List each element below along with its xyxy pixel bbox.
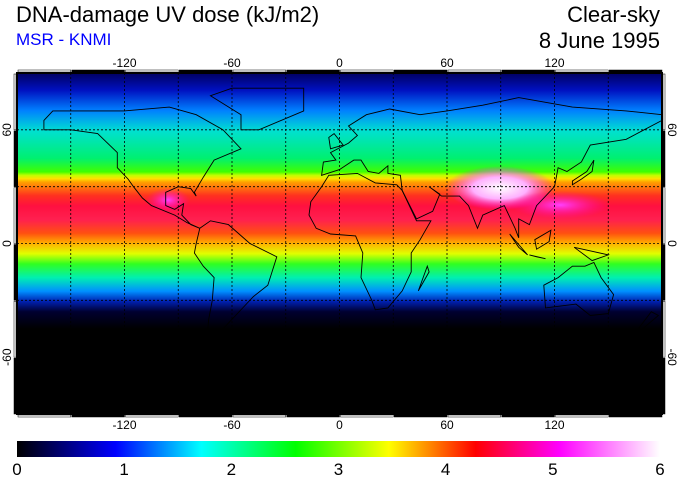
bottom-lon-label: 0: [336, 418, 343, 432]
colorbar-tick-label: 2: [227, 460, 236, 479]
coastline: [635, 311, 660, 332]
map-frame: [13, 69, 666, 418]
left-lat-label: 0: [0, 240, 14, 247]
top-lon-label: 60: [440, 56, 454, 70]
bottom-lon-label: -120: [112, 418, 136, 432]
mexico-high-dose: [146, 188, 190, 212]
coastline: [417, 264, 430, 292]
coastline: [534, 229, 552, 250]
coastline: [509, 233, 528, 256]
right-lat-label: 60: [665, 123, 678, 137]
bottom-lon-label: -60: [223, 418, 241, 432]
colorbar-tick-label: 5: [548, 460, 557, 479]
colorbar-tick-label: 4: [441, 460, 450, 479]
coastline: [573, 246, 610, 262]
right-lat-label: 0: [665, 240, 678, 247]
colorbar-tick-label: 3: [334, 460, 343, 479]
chart-title: DNA-damage UV dose (kJ/m2): [16, 2, 320, 27]
colorbar-tick-label: 0: [12, 460, 21, 479]
source-label: MSR - KNMI: [16, 30, 112, 49]
coastline: [321, 97, 662, 238]
top-lon-label: 0: [336, 56, 343, 70]
colorbar: [17, 441, 660, 457]
coastline: [308, 172, 432, 311]
coastline: [529, 254, 546, 260]
coastline: [543, 261, 615, 316]
top-lon-label: -60: [223, 56, 241, 70]
bottom-lon-label: 60: [440, 418, 454, 432]
coastline: [43, 106, 242, 229]
left-lat-label: 60: [0, 123, 14, 137]
top-lon-label: 120: [544, 56, 564, 70]
top-lon-label: -120: [112, 56, 136, 70]
left-lat-label: -60: [0, 348, 14, 366]
coastline: [193, 220, 278, 349]
sky-condition-label: Clear-sky: [567, 2, 660, 27]
coastline: [209, 87, 305, 131]
colorbar-tick-label: 6: [655, 460, 664, 479]
graticule: [17, 73, 662, 414]
asia-high-dose: [510, 191, 610, 219]
coastline: [571, 159, 595, 186]
bottom-lon-label: 120: [544, 418, 564, 432]
colorbar-tick-label: 1: [119, 460, 128, 479]
coastline: [328, 132, 344, 150]
date-label: 8 June 1995: [538, 28, 660, 53]
right-lat-label: -60: [665, 348, 678, 366]
coastlines: [43, 87, 662, 349]
